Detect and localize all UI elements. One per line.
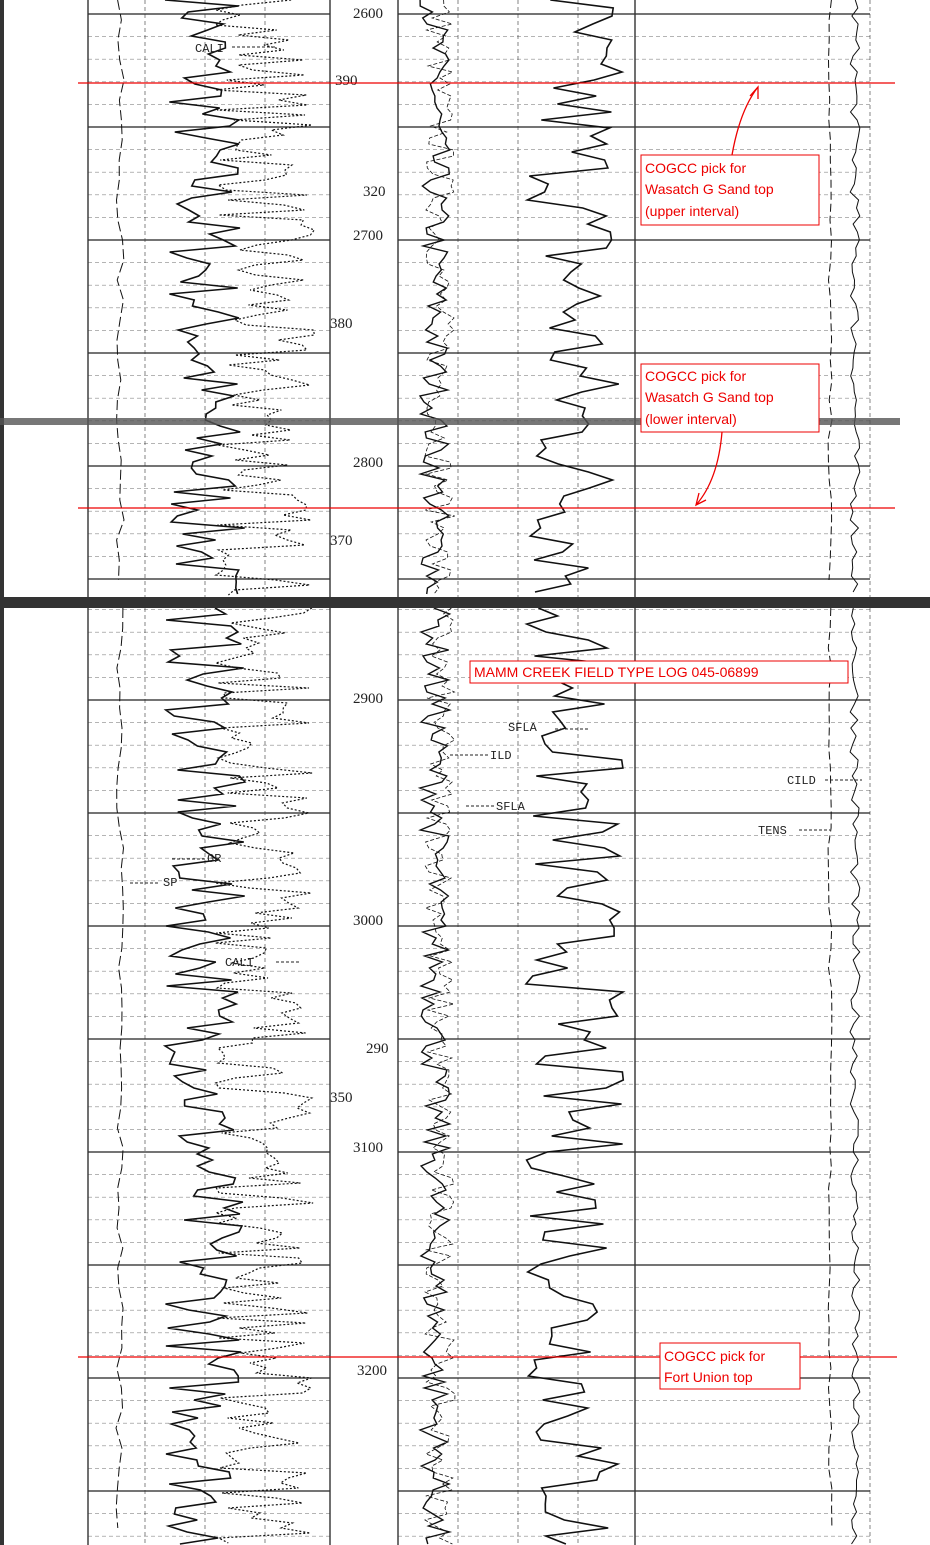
arrows [695, 85, 759, 1371]
depth-label: 2900 [353, 691, 383, 707]
annotation-text: COGCC pick for [664, 1348, 765, 1364]
depth-label: 370 [330, 533, 353, 549]
log-curve [115, 0, 125, 581]
log-curve [214, 607, 314, 1544]
log-curve [524, 0, 625, 593]
depth-label: 2700 [353, 228, 383, 244]
panel-separator [0, 597, 930, 608]
log-curve [524, 607, 626, 1545]
log-curve [213, 0, 316, 596]
depth-label: 290 [366, 1041, 389, 1057]
depth-label: 390 [335, 73, 358, 89]
left-edge [0, 0, 4, 1545]
log-curve [417, 607, 453, 1545]
curve-label: TENS [758, 824, 787, 838]
curve-label: SFLA [496, 800, 526, 814]
title: MAMM CREEK FIELD TYPE LOG 045-06899 [474, 664, 759, 680]
annotation-text: COGCC pick for [645, 160, 746, 176]
depth-label: 3000 [353, 913, 383, 929]
log-curve [827, 607, 833, 1529]
curve-label: CILD [787, 774, 816, 788]
annotations: COGCC pick for Wasatch G Sand top (upper… [469, 154, 849, 1390]
annotation-text: (lower interval) [645, 411, 737, 427]
annotation-text: Wasatch G Sand top [645, 181, 774, 197]
curve-label: SP [163, 876, 177, 890]
depth-label: 380 [330, 316, 353, 332]
annotation-text: Wasatch G Sand top [645, 389, 774, 405]
log-curve [162, 607, 247, 1545]
annotation-box [640, 363, 820, 433]
curves [115, 0, 861, 1545]
depth-label: 350 [330, 1090, 353, 1106]
annotation-text: Fort Union top [664, 1369, 753, 1385]
curve-label: CALI [225, 956, 254, 970]
log-curve [849, 607, 861, 1545]
depth-label: 2800 [353, 455, 383, 471]
annotation-box [659, 1342, 801, 1390]
curve-label: GR [207, 852, 221, 866]
log-curve [164, 0, 245, 595]
depth-label: 3100 [353, 1140, 383, 1156]
curve-label: CALI [195, 42, 224, 56]
log-curve [424, 0, 455, 595]
annotation-text: COGCC pick for [645, 368, 746, 384]
scan-streak [0, 418, 900, 425]
depth-label: 3200 [357, 1363, 387, 1379]
depth-label: 320 [363, 184, 386, 200]
title-box [469, 660, 849, 684]
log-curve [115, 607, 125, 1529]
log-curve [849, 0, 861, 593]
log-curve [827, 0, 833, 581]
curve-label: SFLA [508, 721, 538, 735]
annotation-text: (upper interval) [645, 203, 739, 219]
annotation-box [640, 154, 820, 226]
depth-labels: 2600 390 320 2700 380 2800 370 2900 3000… [330, 6, 389, 1379]
log-curve [423, 607, 456, 1545]
curve-labels: CALI SFLA ILD SFLA CILD TENS GR SP CALI [130, 42, 862, 970]
curve-label: ILD [490, 749, 512, 763]
depth-label: 2600 [353, 6, 383, 22]
log-curve [417, 0, 451, 595]
